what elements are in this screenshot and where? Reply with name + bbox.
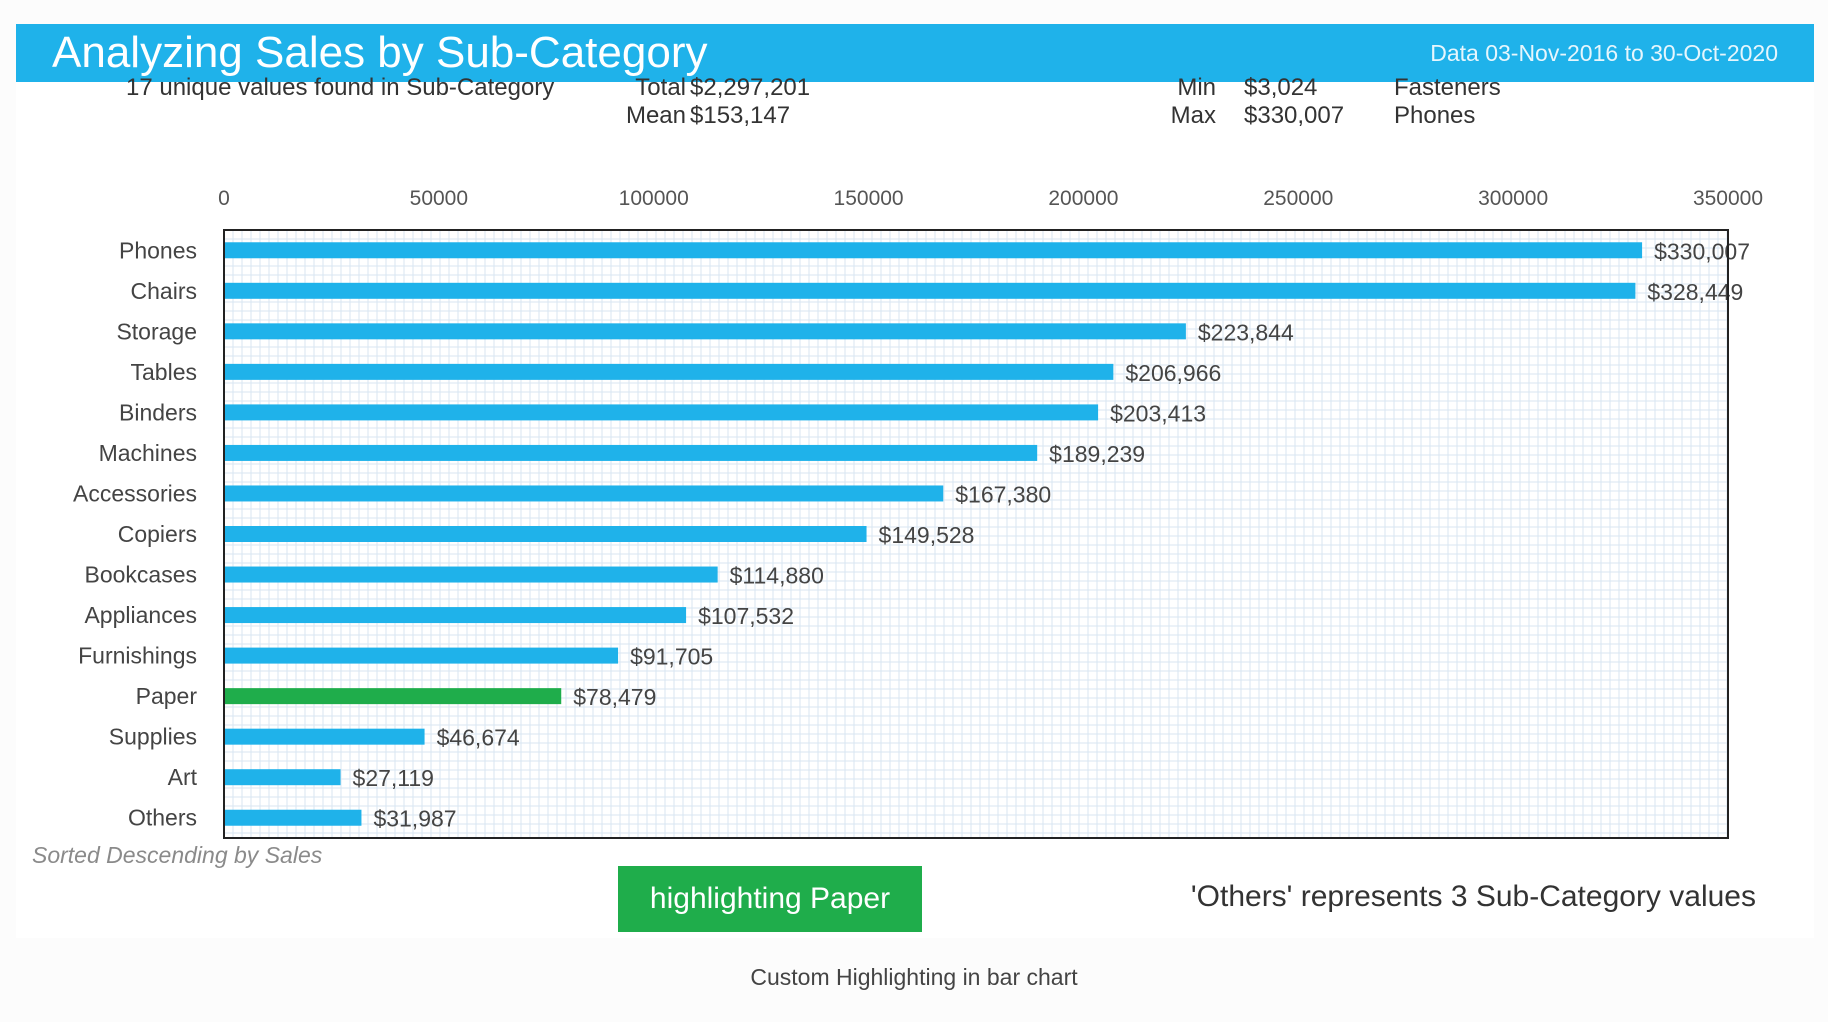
data-label: $149,528 [879,522,975,548]
highlight-button[interactable]: highlighting Paper [618,866,922,932]
category-label: Bookcases [84,562,197,588]
category-label: Furnishings [78,643,197,669]
x-tick-label: 150000 [834,187,904,210]
data-label: $91,705 [630,644,713,670]
data-label: $46,674 [437,725,520,751]
bar-storage[interactable] [224,323,1186,340]
bar-furnishings[interactable] [224,647,619,664]
max-value: $330,007 [1244,102,1345,129]
category-label: Storage [116,318,197,344]
date-range: Data 03-Nov-2016 to 30-Oct-2020 [1430,40,1778,66]
bar-accessories[interactable] [224,485,944,502]
data-label: $206,966 [1125,360,1221,386]
bar-bookcases[interactable] [224,566,718,583]
category-label: Supplies [109,724,197,750]
category-label: Machines [99,440,197,466]
bar-chairs[interactable] [224,282,1636,299]
bar-copiers[interactable] [224,526,867,542]
max-category: Phones [1394,102,1476,129]
x-tick-label: 50000 [410,187,468,210]
category-label: Appliances [84,602,197,628]
bar-art[interactable] [224,769,341,786]
x-tick-label: 250000 [1263,187,1333,210]
plot-border [223,229,1729,839]
bar-phones[interactable] [224,242,1643,259]
bar-binders[interactable] [224,404,1099,421]
category-label: Chairs [131,278,197,304]
data-label: $223,844 [1198,319,1294,345]
page-title: Analyzing Sales by Sub-Category [52,28,708,77]
x-tick-label: 350000 [1693,187,1763,210]
bar-paper[interactable] [224,688,562,705]
bar-others[interactable] [224,809,362,826]
total-value: $2,297,201 [690,74,811,101]
mean-value: $153,147 [690,102,791,129]
title-banner: Analyzing Sales by Sub-Category Data 03-… [16,24,1814,82]
min-category: Fasteners [1394,74,1501,101]
category-label: Accessories [73,480,197,506]
data-label: $27,119 [353,765,434,791]
figure-caption: Custom Highlighting in bar chart [750,964,1078,990]
data-label: $31,987 [373,806,456,832]
x-tick-label: 200000 [1048,187,1118,210]
bar-appliances[interactable] [224,607,687,624]
unique-values-text: 17 unique values found in Sub-Category [126,74,555,101]
data-label: $78,479 [573,684,656,710]
mean-label: Mean [625,102,686,129]
x-tick-label: 100000 [619,187,689,210]
data-label: $114,880 [730,563,824,589]
max-label: Max [1170,102,1216,129]
others-note: 'Others' represents 3 Sub-Category value… [1190,880,1756,913]
category-label: Others [128,805,197,831]
data-label: $203,413 [1110,400,1206,426]
category-label: Phones [119,237,197,263]
category-label: Copiers [118,521,197,547]
data-label: $107,532 [698,603,794,629]
bar-supplies[interactable] [224,728,425,745]
sort-note: Sorted Descending by Sales [32,842,323,868]
x-tick-label: 300000 [1478,187,1548,210]
category-label: Binders [119,399,197,425]
data-label: $189,239 [1049,441,1145,467]
min-value: $3,024 [1244,74,1318,101]
bar-machines[interactable] [224,444,1038,461]
x-tick-label: 0 [218,187,230,210]
category-label: Art [168,764,198,790]
category-label: Tables [131,359,197,385]
category-label: Paper [136,683,198,709]
bar-tables[interactable] [224,363,1114,380]
data-label: $167,380 [955,481,1051,507]
total-label: Total [635,74,686,101]
data-label: $330,007 [1654,238,1750,264]
min-label: Min [1177,74,1216,101]
